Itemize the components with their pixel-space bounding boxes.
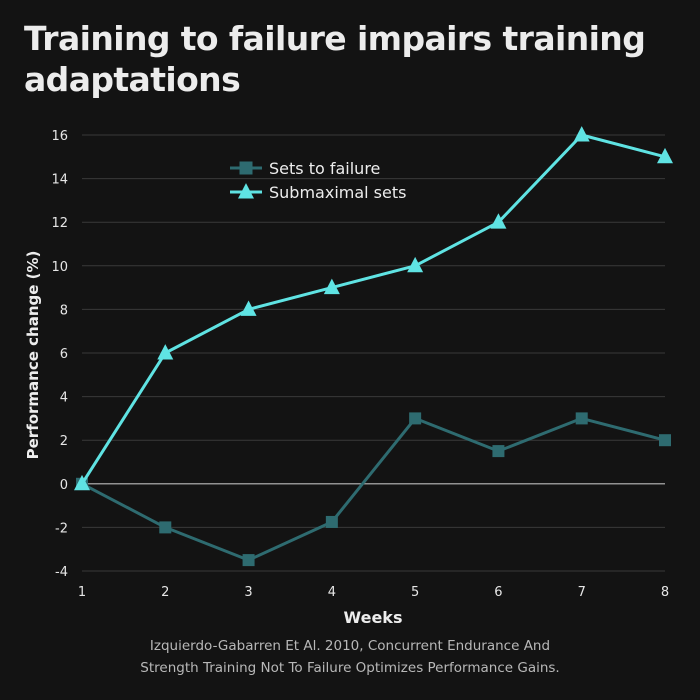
chart-title: Training to failure impairs training ada… [24, 19, 646, 99]
y-axis-ticks: -4 -2 0 2 4 6 8 10 12 14 16 [51, 129, 68, 580]
caption-line-1: Izquierdo-Gabarren Et Al. 2010, Concurre… [149, 638, 551, 654]
y-tick-label: 14 [51, 173, 68, 188]
data-point-sets-to-failure [242, 554, 255, 567]
y-tick-label: 6 [60, 347, 68, 362]
data-point-submaximal-sets [490, 213, 507, 229]
y-tick-label: -2 [55, 521, 68, 536]
data-point-sets-to-failure [325, 515, 338, 528]
grid-lines [82, 134, 665, 572]
y-tick-label: 8 [60, 303, 68, 318]
y-tick-label: 4 [60, 391, 68, 406]
data-point-submaximal-sets [323, 278, 340, 295]
y-tick-label: 12 [51, 216, 68, 231]
data-point-sets-to-failure [159, 521, 172, 534]
legend-label-sets-to-failure: Sets to failure [269, 159, 380, 178]
data-point-submaximal-sets [573, 126, 590, 142]
x-axis-ticks: 1 2 3 4 5 6 7 8 [78, 585, 669, 600]
y-tick-label: 0 [60, 478, 68, 493]
x-tick-label: 2 [161, 585, 169, 600]
y-tick-label: 16 [51, 129, 68, 144]
data-point-sets-to-failure [659, 434, 671, 447]
y-tick-label: 2 [60, 434, 68, 449]
data-point-submaximal-sets [407, 256, 424, 273]
series-line-sets-to-failure [81, 416, 666, 562]
data-point-sets-to-failure [409, 412, 422, 425]
y-tick-label: -4 [55, 565, 68, 580]
series-line-submaximal-sets [80, 133, 666, 485]
caption-line-2: Strength Training Not To Failure Optimiz… [140, 660, 560, 676]
x-tick-label: 3 [244, 585, 252, 600]
x-tick-label: 7 [578, 585, 586, 600]
y-axis-title: Performance change (%) [24, 251, 42, 460]
data-point-sets-to-failure [575, 412, 588, 425]
x-tick-label: 4 [328, 585, 336, 600]
legend-label-submaximal-sets: Submaximal sets [269, 183, 406, 202]
x-tick-label: 8 [661, 585, 669, 600]
x-tick-label: 6 [494, 585, 502, 600]
source-caption: Izquierdo-Gabarren Et Al. 2010, Concurre… [0, 635, 700, 679]
data-point-sets-to-failure [492, 445, 505, 458]
x-axis-title: Weeks [344, 608, 403, 627]
legend: Sets to failure Submaximal sets [230, 159, 406, 202]
x-tick-label: 5 [411, 585, 419, 600]
data-point-submaximal-sets [74, 474, 90, 491]
data-point-submaximal-sets [240, 300, 257, 316]
series-layer [74, 126, 673, 567]
data-point-submaximal-sets [657, 147, 673, 164]
legend-marker-triangle [238, 183, 254, 199]
y-tick-label: 10 [51, 260, 68, 275]
data-point-submaximal-sets [157, 344, 174, 360]
x-tick-label: 1 [78, 585, 86, 600]
legend-marker-square [239, 161, 253, 175]
